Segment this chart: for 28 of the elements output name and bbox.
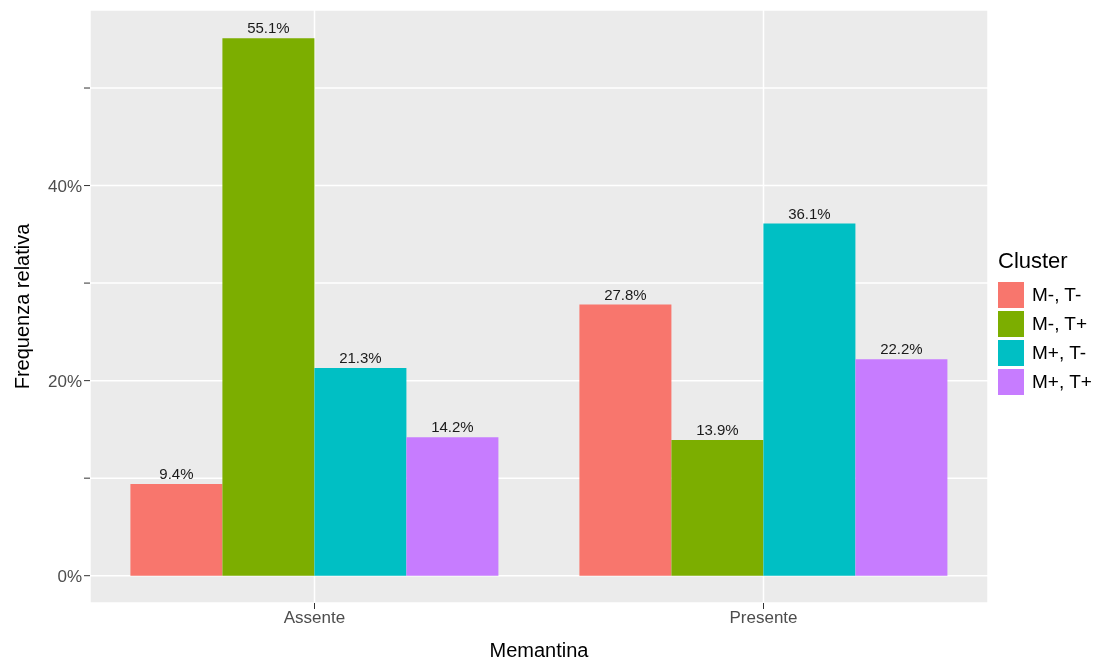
y-axis-title: Frequenza relativa	[11, 222, 34, 390]
bar	[314, 367, 407, 576]
data-label: 36.1%	[788, 204, 831, 222]
y-tick-label: 20%	[47, 371, 82, 391]
bar	[579, 304, 672, 576]
data-label: 55.1%	[247, 19, 290, 37]
legend-label: M-, T-	[1032, 283, 1082, 306]
x-axis-title: Memantina	[489, 639, 590, 661]
x-tick-label: Assente	[283, 608, 346, 628]
bar	[406, 437, 499, 576]
legend-label: M-, T+	[1032, 312, 1088, 335]
y-tick-label: 0%	[57, 566, 82, 586]
legend-label: M+, T-	[1032, 341, 1087, 364]
bar	[671, 440, 764, 576]
x-tick-label: Presente	[729, 608, 798, 628]
legend-title: Cluster	[998, 248, 1069, 274]
data-label: 22.2%	[880, 340, 923, 358]
data-label: 13.9%	[696, 421, 739, 439]
bar	[222, 38, 315, 576]
bar	[855, 359, 948, 576]
y-tick-label: 40%	[47, 176, 82, 196]
bar	[763, 223, 856, 576]
data-label: 9.4%	[159, 465, 194, 483]
bar	[130, 484, 223, 576]
legend-label: M+, T+	[1032, 370, 1092, 393]
data-label: 27.8%	[604, 285, 647, 303]
data-label: 21.3%	[339, 348, 382, 366]
data-label: 14.2%	[431, 418, 474, 436]
